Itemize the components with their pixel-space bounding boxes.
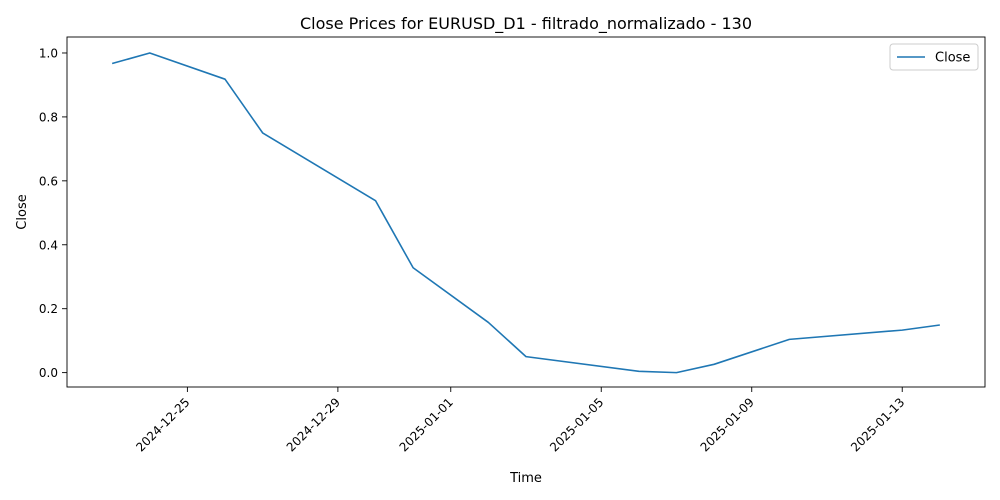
x-tick-label: 2024-12-29 xyxy=(284,395,343,454)
legend: Close xyxy=(889,43,979,71)
plot-area xyxy=(111,52,940,374)
chart-title: Close Prices for EURUSD_D1 - filtrado_no… xyxy=(300,14,752,34)
legend-box xyxy=(889,43,979,71)
y-tick-label: 0.4 xyxy=(39,238,58,252)
y-tick-label: 0.2 xyxy=(39,302,58,316)
y-axis-label: Close xyxy=(15,194,30,229)
legend-label: Close xyxy=(935,51,970,66)
series-line-0 xyxy=(111,52,940,374)
y-tick-label: 0.8 xyxy=(39,110,58,124)
x-tick-label: 2025-01-05 xyxy=(547,395,606,454)
y-axis: 0.0 0.2 0.4 0.6 0.8 1.0 xyxy=(39,46,67,380)
y-tick-label: 1.0 xyxy=(39,46,58,60)
y-tick-label: 0.6 xyxy=(39,174,58,188)
plot-frame xyxy=(66,36,986,388)
y-tick-label: 0.0 xyxy=(39,366,58,380)
x-axis-label: Time xyxy=(509,471,542,486)
x-axis: 2024-12-25 2024-12-29 2025-01-01 2025-01-05… xyxy=(133,387,907,454)
x-tick-label: 2025-01-09 xyxy=(698,395,757,454)
x-tick-label: 2025-01-13 xyxy=(848,395,907,454)
x-tick-label: 2024-12-25 xyxy=(133,395,192,454)
x-tick-label: 2025-01-01 xyxy=(397,395,456,454)
